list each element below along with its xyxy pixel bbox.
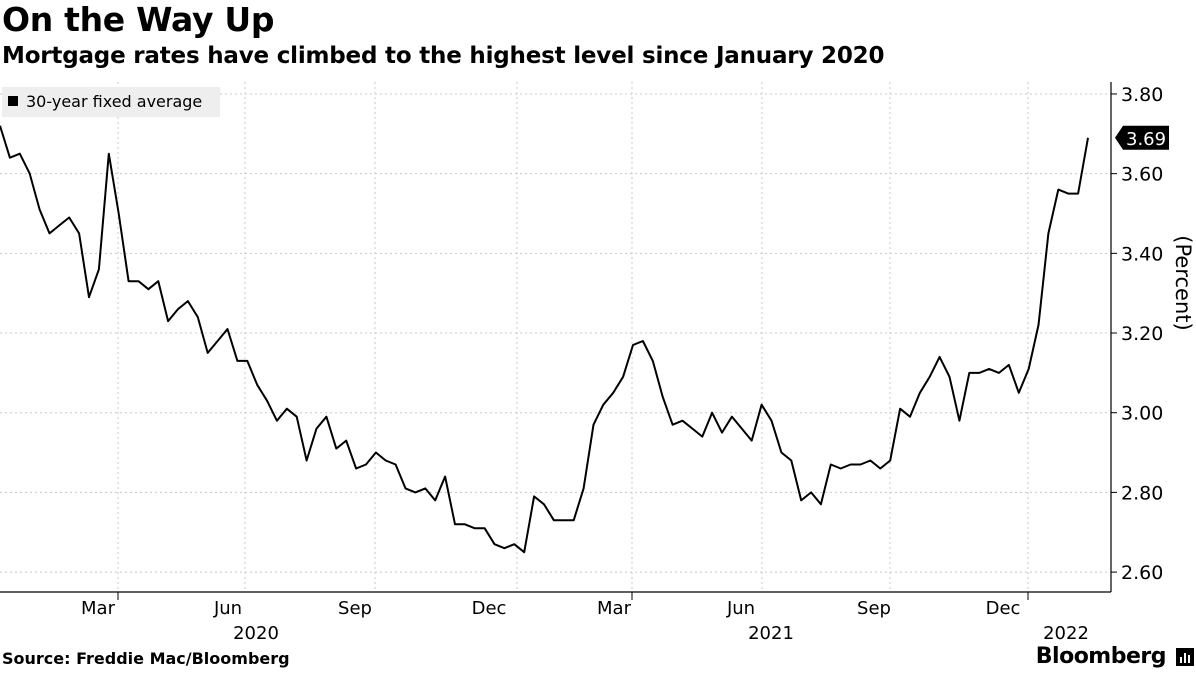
y-tick-label: 3.00 [1121,403,1163,425]
last-value-marker: 3.69 [1115,125,1169,150]
x-year-label: 2022 [1043,623,1089,644]
series-line-30-year-fixed [0,125,1089,554]
source-note: Source: Freddie Mac/Bloomberg [2,649,290,668]
x-tick-label: Sep [338,598,372,619]
axes [0,82,1112,593]
x-year-label: 2021 [748,623,794,644]
bloomberg-logo-icon [1176,648,1194,666]
legend-background [2,87,220,117]
y-tick-label: 3.60 [1121,164,1163,186]
x-tick-labels: Mar Jun Sep Dec Mar Jun Sep Dec 2020 2021 2022 [81,592,1089,644]
chart-title: On the Way Up [2,0,275,39]
x-tick-label: Mar [81,598,116,619]
y-tick-label: 3.80 [1121,84,1163,106]
last-value-label: 3.69 [1126,129,1166,150]
legend: 30-year fixed average [2,87,220,117]
y-tick-label: 2.80 [1121,482,1163,504]
x-tick-label: Sep [857,598,891,619]
chart-subtitle: Mortgage rates have climbed to the highe… [2,43,885,69]
x-tick-label: Jun [726,598,755,619]
x-tick-label: Jun [213,598,242,619]
legend-label: 30-year fixed average [26,92,202,111]
x-tick-label: Dec [986,598,1021,619]
x-tick-label: Dec [472,598,507,619]
y-tick-labels: 2.60 2.80 3.00 3.20 3.40 3.60 3.80 [1111,84,1163,584]
y-tick-label: 3.20 [1121,323,1163,345]
y-tick-label: 2.60 [1121,562,1163,584]
bloomberg-wordmark: Bloomberg [1035,644,1167,669]
grid-lines [0,82,1111,592]
last-value-badge [1115,125,1169,150]
y-tick-label: 3.40 [1121,243,1163,265]
legend-swatch-icon [8,96,18,106]
x-tick-label: Mar [597,598,632,619]
y-axis-label: (Percent) [1171,235,1195,330]
x-year-label: 2020 [233,623,279,644]
